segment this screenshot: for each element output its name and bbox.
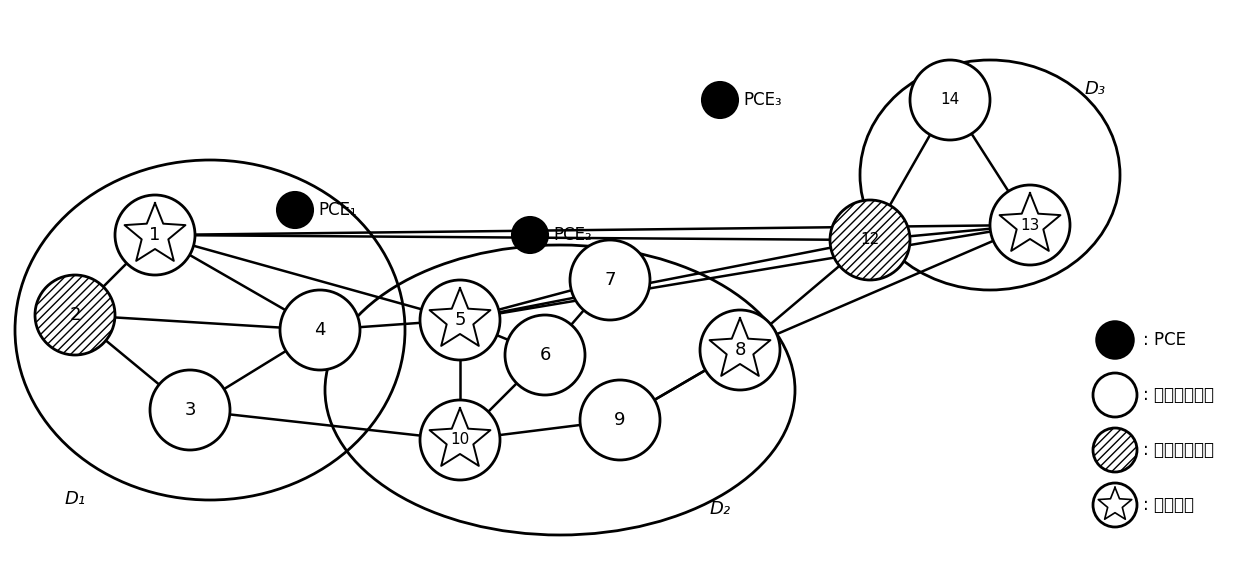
Text: D₃: D₃ [1085, 80, 1106, 98]
Text: : 未受攻击节点: : 未受攻击节点 [1144, 386, 1214, 404]
Text: 2: 2 [69, 306, 81, 324]
Text: 4: 4 [315, 321, 326, 339]
Text: : 监测节点: : 监测节点 [1144, 496, 1194, 514]
Text: 14: 14 [940, 92, 960, 108]
Circle shape [420, 400, 501, 480]
Text: PCE₃: PCE₃ [743, 91, 782, 109]
Circle shape [700, 310, 781, 390]
Circle shape [1093, 373, 1137, 417]
Circle shape [1097, 321, 1134, 359]
Text: D₁: D₁ [64, 490, 87, 508]
Circle shape [830, 200, 909, 280]
Text: 8: 8 [735, 341, 746, 359]
Circle shape [420, 280, 501, 360]
Text: 12: 12 [860, 232, 880, 248]
Circle shape [909, 60, 990, 140]
Circle shape [280, 290, 361, 370]
Text: 5: 5 [455, 311, 466, 329]
Text: 3: 3 [185, 401, 196, 419]
Circle shape [150, 370, 230, 450]
Circle shape [703, 82, 738, 118]
Circle shape [115, 195, 195, 275]
Circle shape [506, 315, 585, 395]
Text: 7: 7 [605, 271, 616, 289]
Circle shape [580, 380, 660, 460]
Text: PCE₁: PCE₁ [318, 201, 357, 219]
Circle shape [990, 185, 1070, 265]
Text: : 已受攻击节点: : 已受攻击节点 [1144, 441, 1214, 459]
Circle shape [278, 192, 313, 228]
Circle shape [512, 217, 548, 253]
Text: 6: 6 [539, 346, 550, 364]
Text: 9: 9 [615, 411, 626, 429]
Circle shape [570, 240, 650, 320]
Text: 10: 10 [450, 433, 470, 447]
Text: 13: 13 [1020, 218, 1040, 232]
Text: PCE₂: PCE₂ [553, 226, 592, 244]
Text: 1: 1 [150, 226, 161, 244]
Text: : PCE: : PCE [1144, 331, 1186, 349]
Circle shape [35, 275, 115, 355]
Text: D₂: D₂ [710, 500, 731, 518]
Circle shape [1093, 483, 1137, 527]
Circle shape [1093, 428, 1137, 472]
